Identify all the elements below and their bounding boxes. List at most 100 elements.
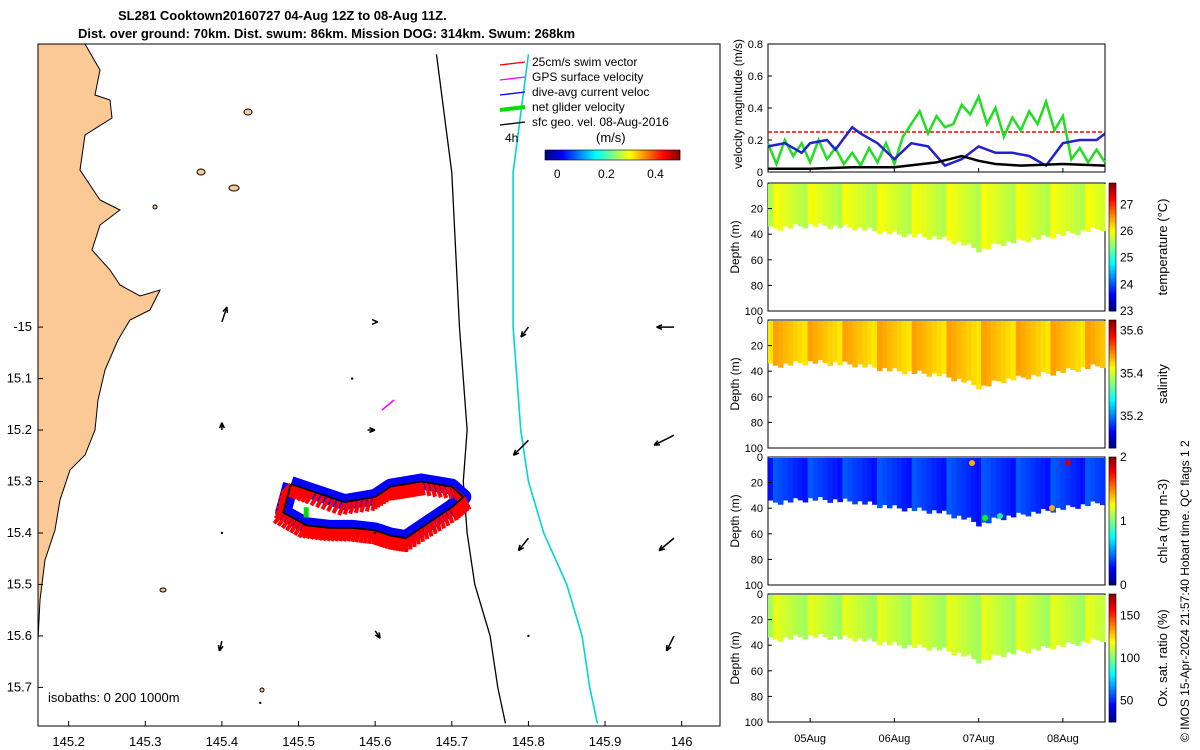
temperature-section-cbar-cell [1109, 227, 1116, 229]
salinity-section-cbar-cell [1109, 441, 1116, 443]
chl-a-section-cbar-cell [1109, 470, 1116, 472]
chl-a-section-cbar-cell [1109, 461, 1116, 463]
geo-vel-arrow [512, 439, 529, 457]
chl-a-section-cell [787, 458, 794, 503]
map-ytick-label: 15.2 [7, 422, 32, 437]
oxygen-section-cbar-cell [1109, 598, 1116, 600]
temperature-section-cell [916, 184, 923, 234]
swim-vector [419, 481, 426, 496]
colorbar-cell [604, 150, 606, 160]
chl-a-section-cell [782, 458, 789, 501]
temperature-section-cell [911, 184, 918, 238]
temperature-section-cbar-cell [1109, 196, 1116, 198]
oxygen-section-cell [1070, 595, 1076, 645]
salinity-section-cbar-cell [1109, 325, 1116, 327]
oxygen-section-cell [1100, 595, 1106, 643]
chl-a-section-cbar-cell [1109, 541, 1116, 543]
temperature-section-cell [901, 184, 908, 238]
colorbar-tick: 0.4 [647, 167, 664, 181]
oxygen-section-cbar-frame [1108, 593, 1117, 723]
temperature-section-cbar-cell [1109, 235, 1116, 237]
temperature-section-cell [1025, 184, 1032, 243]
oxygen-section-cbar-cell [1109, 595, 1116, 597]
swim-vector [284, 517, 297, 532]
chl-a-section-cbar-cell [1109, 490, 1116, 492]
colorbar-cell [595, 150, 597, 160]
oxygen-section-cbar-cell [1109, 719, 1116, 721]
chl-a-section-cell [1055, 458, 1061, 509]
colorbar-cell [598, 150, 600, 160]
chl-a-section-cbar-cell [1109, 555, 1116, 557]
temperature-section-cbar-cell [1109, 262, 1116, 264]
oxygen-section-cell [1065, 595, 1071, 643]
chl-a-section-cbar-cell [1109, 457, 1116, 459]
oxygen-section-cell [901, 595, 908, 649]
oxygen-section-cbar-cell [1109, 627, 1116, 629]
oxygen-section-cbar-cell [1109, 670, 1116, 672]
temperature-section-cbar-cell [1109, 242, 1116, 244]
oxygen-section-cell [991, 595, 997, 655]
chl-a-section-cbar-cell [1109, 471, 1116, 473]
chl-a-section-cbar-label: chl-a (mg m-3) [1155, 479, 1170, 564]
chl-a-section-cbar-cell [1109, 462, 1116, 464]
colorbar-cell [615, 150, 617, 160]
temperature-section-cbar-cell [1109, 279, 1116, 281]
swim-vector [300, 489, 312, 503]
oxygen-section-cbar-cell [1109, 604, 1116, 606]
chl-a-section-cbar-cell [1109, 549, 1116, 551]
chl-a-section-cell [1070, 458, 1076, 508]
chl-a-section-cell [901, 458, 908, 512]
temperature-section-cbar-cell [1109, 271, 1116, 273]
temperature-section-cbar-cell [1109, 233, 1116, 235]
map-xtick-label: 145.9 [589, 734, 622, 749]
colorbar-cell [632, 150, 634, 160]
chl-a-section-cbar-cell [1109, 531, 1116, 533]
temperature-section-cell [886, 184, 893, 235]
oxygen-section-cbar-cell [1109, 616, 1116, 618]
colorbar-cell [585, 150, 587, 160]
chl-a-section-cell [1095, 458, 1101, 504]
temperature-section-cbar-cell [1109, 247, 1116, 249]
chl-a-section-cell [1000, 458, 1007, 521]
salinity-section-cell [991, 321, 997, 381]
chl-a-section-ytick-label: 40 [751, 503, 763, 515]
oxygen-section-cell [931, 595, 938, 648]
swim-vector [381, 489, 388, 505]
colorbar-cell [582, 150, 584, 160]
swim-vector [295, 487, 308, 502]
chl-a-section-cbar-tick: 1 [1120, 514, 1127, 528]
salinity-section-cell [956, 321, 962, 379]
chl-a-section-ylabel: Depth (m) [728, 494, 742, 547]
legend-entry-3: net glider velocity [532, 100, 625, 114]
swim-vector [272, 511, 285, 525]
temperature-section-cbar-cell [1109, 222, 1116, 224]
chl-a-section-cell [827, 458, 834, 503]
colorbar-cell [626, 150, 628, 160]
geo-vel-arrow [656, 324, 675, 331]
chl-a-section-cell [772, 458, 779, 503]
salinity-section-cbar-cell [1109, 327, 1116, 329]
geo-vel-arrow [527, 634, 530, 638]
swim-vector [378, 491, 385, 506]
salinity-section-cbar-cell [1109, 337, 1116, 339]
velocity-ytick-label: 0.4 [748, 103, 763, 115]
chl-a-section-cell [872, 458, 878, 505]
swim-vector [273, 506, 287, 520]
salinity-section-cbar-cell [1109, 376, 1116, 378]
swim-vector [329, 527, 339, 542]
oxygen-section-cell [1010, 595, 1017, 655]
oxygen-section-cbar-cell [1109, 638, 1116, 640]
chl-a-section-cell [916, 458, 923, 508]
swim-vector [331, 499, 342, 514]
map-xtick-label: 145.6 [359, 734, 392, 749]
chl-a-section-cbar-cell [1109, 551, 1116, 553]
colorbar-cell [659, 150, 661, 160]
temperature-section-cbar-cell [1109, 192, 1116, 194]
salinity-section-cbar-cell [1109, 438, 1116, 440]
oxygen-section-cbar-cell [1109, 664, 1116, 666]
salinity-section-cell [916, 321, 923, 371]
salinity-section-cbar-cell [1109, 425, 1116, 427]
oxygen-section-cell [1090, 595, 1096, 639]
oxygen-section-cbar-cell [1109, 629, 1116, 631]
salinity-section-cbar-cell [1109, 375, 1116, 377]
